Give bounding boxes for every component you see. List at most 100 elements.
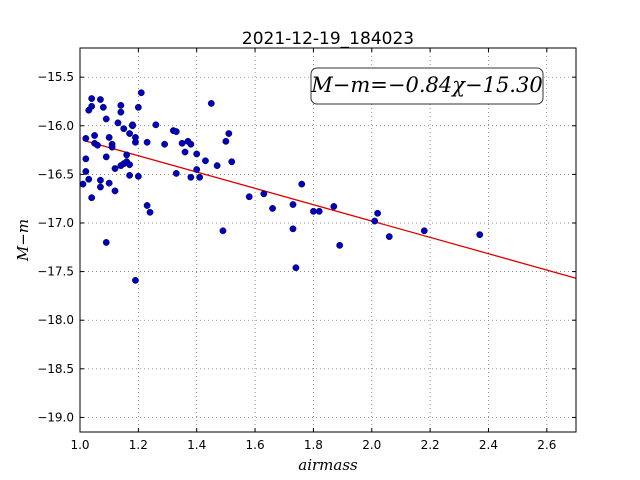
data-point [97, 183, 104, 191]
data-point [292, 264, 300, 272]
data-point [99, 103, 107, 111]
data-point [172, 128, 180, 136]
x-tick-label: 2.4 [479, 438, 498, 452]
y-tick-label: −16.5 [37, 167, 74, 181]
data-point [146, 208, 154, 216]
y-tick-label: −17.0 [37, 216, 74, 230]
data-point [85, 175, 93, 183]
data-point [126, 130, 134, 137]
x-tick-label: 1.0 [70, 438, 89, 452]
x-axis-label: airmass [298, 456, 358, 474]
fit-line-group [82, 139, 577, 279]
data-point [187, 140, 195, 148]
data-point [172, 170, 180, 177]
data-point [143, 138, 151, 146]
data-point [97, 96, 104, 103]
data-point [97, 176, 104, 184]
data-point [152, 121, 160, 129]
data-point [91, 132, 98, 139]
data-point [315, 207, 323, 215]
data-point [88, 95, 96, 102]
grid-lines [79, 48, 576, 432]
data-point [289, 201, 297, 208]
data-point [202, 157, 209, 165]
data-point [193, 150, 201, 158]
data-point [222, 137, 230, 145]
data-point [105, 134, 113, 141]
data-point [132, 134, 139, 141]
data-point [187, 173, 195, 181]
data-point [289, 225, 297, 233]
data-point [102, 239, 110, 246]
data-point [228, 158, 236, 166]
fit-line [82, 139, 577, 279]
data-point [134, 103, 142, 111]
data-point [117, 101, 125, 109]
data-point [102, 153, 110, 161]
x-tick-label: 1.6 [246, 438, 265, 452]
y-tick-label: −18.0 [37, 313, 74, 327]
data-point [420, 227, 428, 235]
data-point [114, 119, 122, 127]
data-point [111, 187, 119, 195]
data-point [105, 179, 113, 187]
data-point [117, 108, 125, 116]
data-point [207, 100, 215, 107]
data-point [102, 115, 110, 123]
data-point [269, 205, 276, 212]
x-tick-label: 1.2 [129, 438, 148, 452]
data-point [126, 161, 134, 169]
data-point [129, 121, 136, 129]
data-point [476, 231, 484, 239]
x-tick-label: 2.0 [362, 438, 381, 452]
data-point [193, 166, 201, 173]
x-tick-label: 1.4 [187, 438, 206, 452]
data-point [82, 155, 90, 163]
data-point [134, 172, 142, 180]
data-point [330, 203, 338, 210]
data-points [79, 89, 484, 284]
data-point [374, 209, 381, 217]
plot-area [80, 48, 576, 432]
x-tick-label: 2.6 [537, 438, 556, 452]
data-point [336, 241, 344, 249]
data-point [143, 202, 151, 209]
data-point [82, 168, 90, 175]
data-point [132, 276, 139, 284]
data-point [137, 89, 145, 97]
data-point [88, 194, 96, 202]
data-point [123, 151, 131, 159]
y-tick-label: −16.0 [37, 119, 74, 133]
fit-equation-annotation: M−m=−0.84χ−15.30 [310, 73, 542, 97]
data-point [385, 233, 393, 240]
data-point [178, 139, 186, 147]
annotation-box: M−m=−0.84χ−15.30 [310, 67, 544, 105]
data-point [298, 180, 306, 188]
data-point [213, 162, 221, 170]
data-point [120, 125, 128, 133]
data-point [219, 227, 227, 235]
data-point [181, 148, 189, 156]
data-point [126, 171, 134, 179]
y-tick-label: −17.5 [37, 265, 74, 279]
data-point [94, 141, 101, 149]
x-tick-label: 2.2 [421, 438, 440, 452]
data-point [111, 165, 119, 172]
annotation-frame [310, 67, 544, 105]
data-point [196, 173, 204, 181]
data-point [82, 135, 90, 142]
axis-ticks: 1.0 1.2 1.4 1.6 1.8 2.0 2.2 2.4 2.6 −15.5 −16.0 −16… [37, 48, 576, 452]
y-tick-label: −18.5 [37, 362, 74, 376]
data-point [245, 193, 253, 201]
data-point [79, 180, 87, 188]
data-point [108, 143, 116, 151]
y-tick-label: −15.5 [37, 70, 74, 84]
data-point [260, 190, 268, 198]
chart-title: 2021-12-19_184023 [242, 29, 414, 49]
data-point [88, 102, 96, 110]
data-point [371, 217, 379, 225]
y-tick-label: −19.0 [37, 410, 74, 424]
data-point [225, 130, 233, 137]
x-tick-label: 1.8 [304, 438, 323, 452]
